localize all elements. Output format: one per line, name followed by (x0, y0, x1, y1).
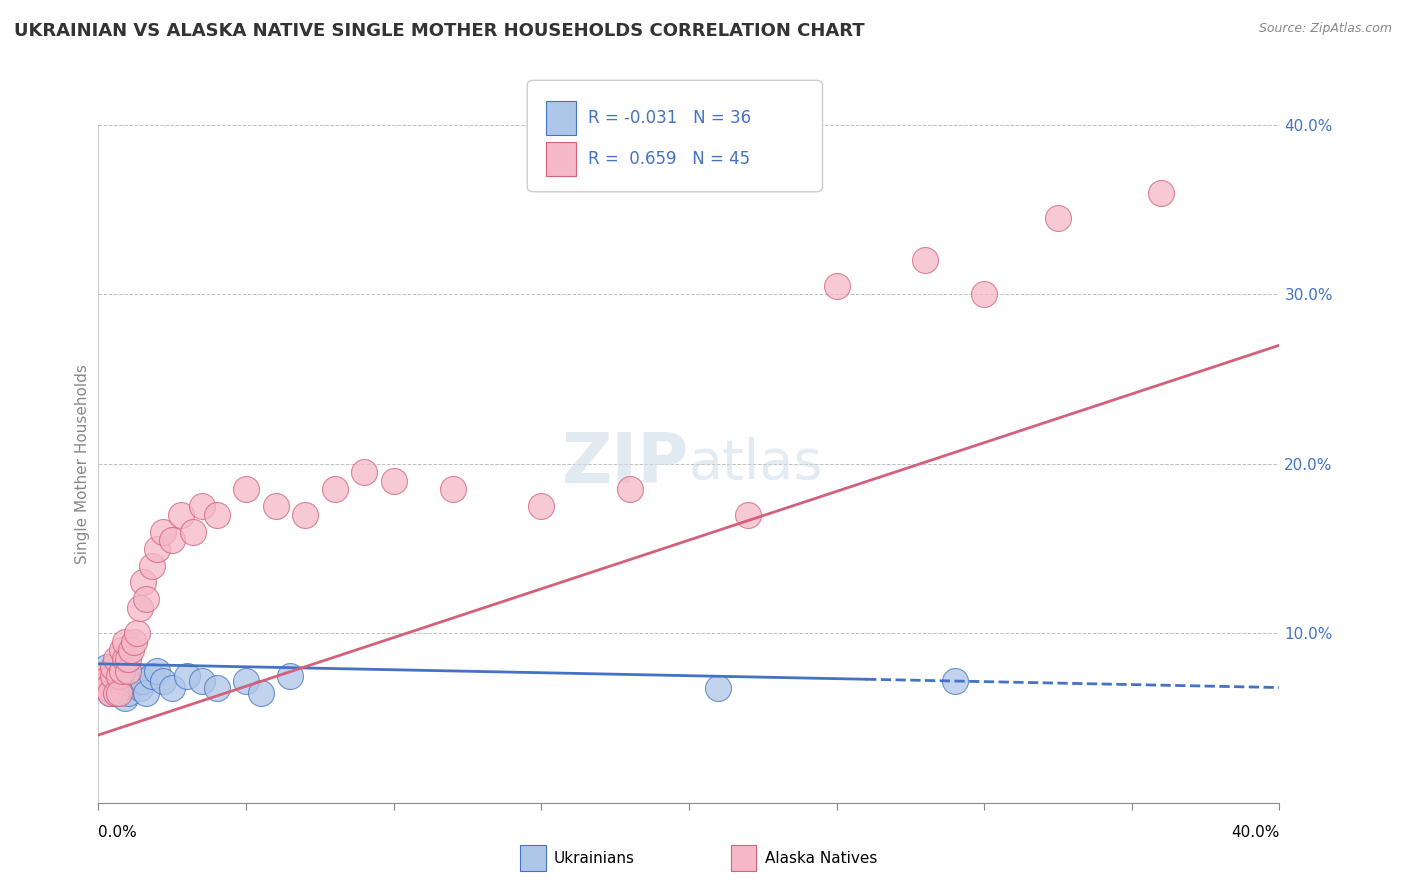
Point (108, 685, 131, 699)
Text: atlas: atlas (689, 437, 824, 491)
Point (108, 685, 131, 699)
Point (135, 592, 157, 607)
Point (294, 508, 316, 522)
Text: R = -0.031   N = 36: R = -0.031 N = 36 (588, 109, 751, 127)
Point (105, 669, 128, 683)
Point (96, 681, 118, 695)
Point (146, 664, 169, 678)
Point (914, 253, 936, 268)
Text: UKRAINIAN VS ALASKA NATIVE SINGLE MOTHER HOUSEHOLDS CORRELATION CHART: UKRAINIAN VS ALASKA NATIVE SINGLE MOTHER… (14, 22, 865, 40)
Point (1046, 211, 1069, 226)
Point (96, 660, 118, 674)
Point (141, 669, 163, 683)
Point (235, 673, 257, 688)
Point (98, 677, 121, 691)
Point (122, 673, 145, 688)
Point (105, 685, 128, 699)
Point (128, 601, 150, 615)
Point (122, 635, 145, 649)
Text: ZIP: ZIP (561, 430, 689, 498)
Text: R =  0.659   N = 45: R = 0.659 N = 45 (588, 150, 749, 168)
Point (114, 635, 136, 649)
Point (114, 651, 136, 665)
Point (973, 287, 995, 301)
Point (353, 466, 375, 480)
Text: Ukrainians: Ukrainians (554, 851, 636, 865)
Text: Source: ZipAtlas.com: Source: ZipAtlas.com (1258, 22, 1392, 36)
Text: Alaska Natives: Alaska Natives (765, 851, 877, 865)
Point (108, 660, 131, 674)
Point (105, 685, 128, 699)
Point (120, 643, 142, 657)
Point (264, 500, 287, 514)
Point (111, 664, 134, 678)
Point (111, 681, 134, 695)
Point (114, 669, 136, 683)
Point (1150, 186, 1173, 200)
Point (707, 681, 730, 695)
Point (103, 664, 125, 678)
Point (205, 681, 228, 695)
Point (135, 685, 157, 699)
Point (146, 541, 169, 556)
Point (120, 677, 142, 691)
Point (90, 669, 112, 683)
Point (152, 673, 174, 688)
Point (441, 483, 464, 497)
Point (93, 673, 115, 688)
Point (103, 669, 125, 683)
Point (117, 651, 139, 665)
Point (98, 685, 121, 699)
Point (125, 669, 148, 683)
Y-axis label: Single Mother Households: Single Mother Households (75, 364, 90, 564)
Point (103, 681, 125, 695)
Point (132, 575, 155, 590)
Point (90, 669, 112, 683)
Point (530, 500, 553, 514)
Point (191, 673, 214, 688)
Point (111, 643, 134, 657)
Text: 40.0%: 40.0% (1232, 825, 1279, 840)
Point (382, 474, 405, 488)
Point (737, 508, 759, 522)
Text: 0.0%: 0.0% (98, 825, 138, 840)
Point (181, 524, 204, 539)
Point (114, 690, 136, 705)
Point (235, 483, 257, 497)
Point (141, 558, 163, 573)
Point (152, 524, 174, 539)
Point (825, 279, 848, 293)
Point (250, 685, 273, 699)
Point (103, 660, 125, 674)
Point (117, 664, 139, 678)
Point (278, 669, 302, 683)
Point (98, 685, 121, 699)
Point (117, 664, 139, 678)
Point (170, 508, 193, 522)
Point (323, 483, 346, 497)
Point (191, 500, 214, 514)
Point (132, 673, 155, 688)
Point (162, 681, 183, 695)
Point (105, 677, 128, 691)
Point (162, 533, 183, 548)
Point (619, 483, 641, 497)
Point (111, 673, 134, 688)
Point (117, 685, 139, 699)
Point (108, 669, 131, 683)
Point (205, 508, 228, 522)
Point (93, 673, 115, 688)
Point (125, 626, 148, 640)
Point (105, 651, 128, 665)
Point (943, 673, 966, 688)
Point (128, 681, 150, 695)
Point (176, 669, 198, 683)
